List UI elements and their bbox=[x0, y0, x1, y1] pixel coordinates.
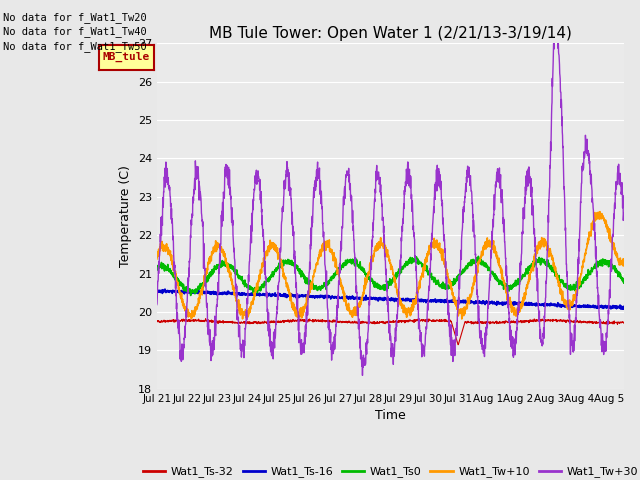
Text: MB_tule: MB_tule bbox=[103, 52, 150, 62]
Text: No data for f_Wat1_Tw20: No data for f_Wat1_Tw20 bbox=[3, 12, 147, 23]
Title: MB Tule Tower: Open Water 1 (2/21/13-3/19/14): MB Tule Tower: Open Water 1 (2/21/13-3/1… bbox=[209, 25, 572, 41]
X-axis label: Time: Time bbox=[375, 409, 406, 422]
Text: No data for f_Wat1_Tw50: No data for f_Wat1_Tw50 bbox=[3, 41, 147, 52]
Legend: Wat1_Ts-32, Wat1_Ts-16, Wat1_Ts0, Wat1_Tw+10, Wat1_Tw+30: Wat1_Ts-32, Wat1_Ts-16, Wat1_Ts0, Wat1_T… bbox=[138, 462, 640, 480]
Y-axis label: Temperature (C): Temperature (C) bbox=[119, 165, 132, 267]
Text: No data for f_Wat1_Tw40: No data for f_Wat1_Tw40 bbox=[3, 26, 147, 37]
